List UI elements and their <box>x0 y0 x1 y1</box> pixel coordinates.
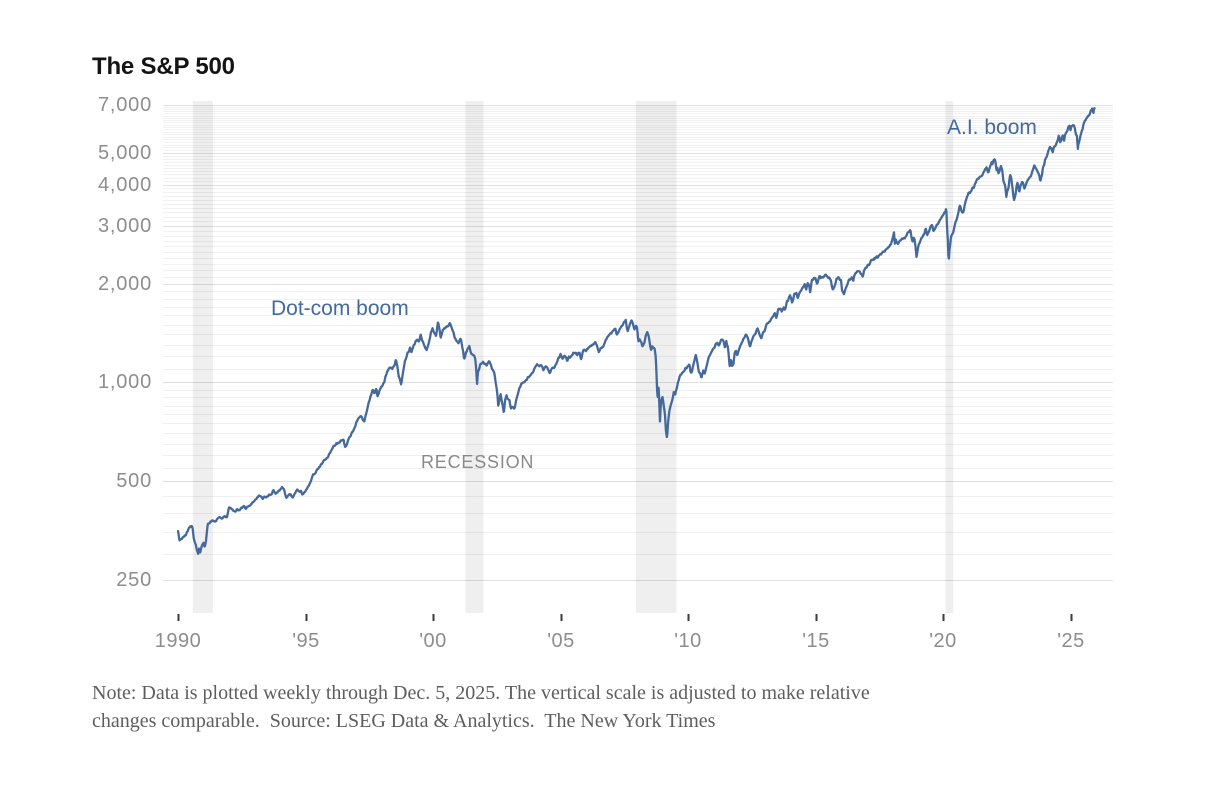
x-axis-label: '25 <box>1057 630 1085 652</box>
y-axis-label: 250 <box>116 569 152 591</box>
x-axis-label: 1990 <box>154 630 202 652</box>
x-axis-label: '15 <box>802 630 830 652</box>
recession-band <box>192 101 213 613</box>
recession-band <box>945 101 954 613</box>
x-axis-label: '95 <box>292 630 320 652</box>
x-axis-label: '00 <box>419 630 447 652</box>
note-line-1: Note: Data is plotted weekly through Dec… <box>92 682 870 704</box>
annotation-ai-boom: A.I. boom <box>947 116 1037 139</box>
annotation-dotcom-boom: Dot-com boom <box>271 297 409 320</box>
y-axis-label: 1,000 <box>97 371 152 393</box>
note-line-2: changes comparable. Source: LSEG Data & … <box>92 710 716 732</box>
chart-note: Note: Data is plotted weekly through Dec… <box>92 679 1142 735</box>
y-axis-label: 4,000 <box>97 174 152 196</box>
annotation-recession: RECESSION <box>421 452 535 472</box>
x-axis-label: '05 <box>547 630 575 652</box>
y-axis-label: 2,000 <box>97 273 152 295</box>
y-axis-label: 7,000 <box>97 94 152 116</box>
chart-title: The S&P 500 <box>92 53 235 80</box>
x-axis-label: '20 <box>929 630 957 652</box>
y-axis-label: 3,000 <box>97 215 152 237</box>
x-axis-label: '10 <box>674 630 702 652</box>
sp500-line <box>176 107 1096 555</box>
y-axis-label: 5,000 <box>97 142 152 164</box>
y-axis-label: 500 <box>116 470 152 492</box>
